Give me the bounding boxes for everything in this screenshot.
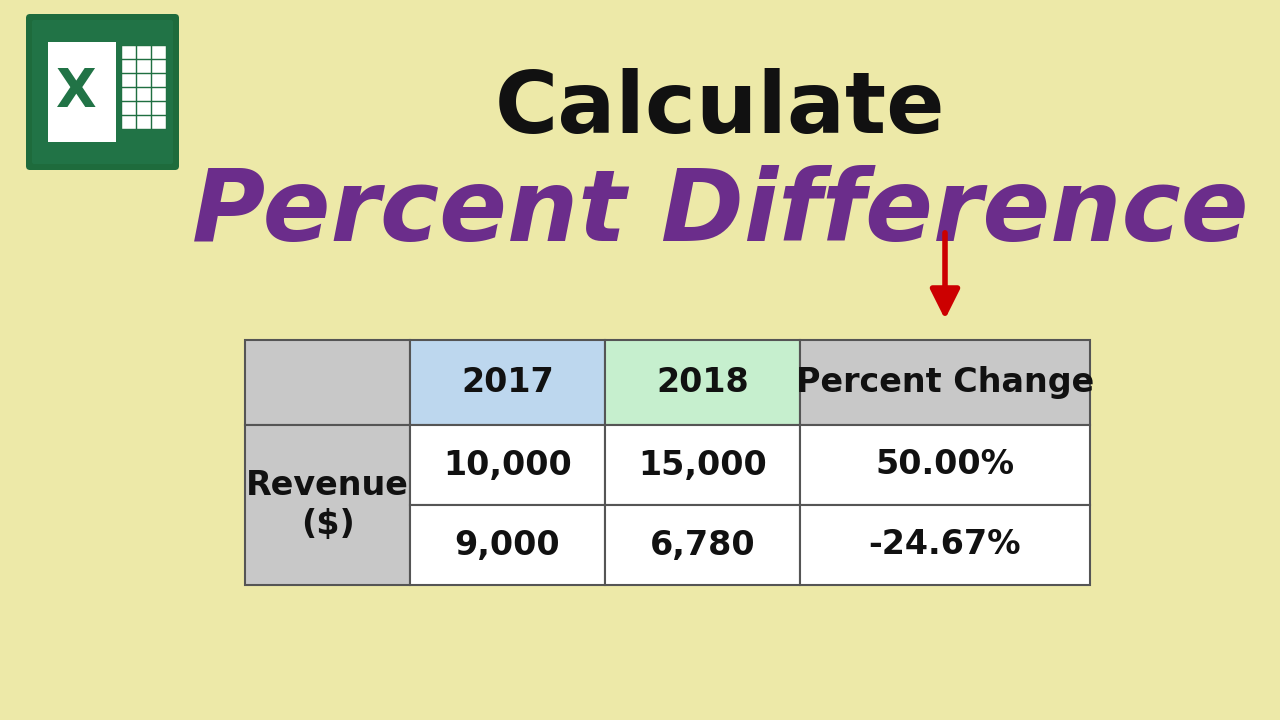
- Bar: [122, 60, 136, 73]
- Bar: [152, 116, 166, 129]
- Bar: [410, 425, 605, 505]
- Bar: [137, 74, 151, 87]
- Bar: [122, 116, 136, 129]
- Text: 2018: 2018: [657, 366, 749, 399]
- Bar: [137, 60, 151, 73]
- Bar: [137, 102, 151, 115]
- Bar: [122, 74, 136, 87]
- FancyBboxPatch shape: [32, 20, 173, 164]
- Text: Calculate: Calculate: [495, 68, 945, 151]
- Bar: [122, 88, 136, 101]
- Text: 6,780: 6,780: [650, 528, 755, 562]
- Bar: [605, 425, 800, 505]
- Bar: [137, 46, 151, 59]
- Bar: [152, 74, 166, 87]
- Bar: [244, 340, 410, 425]
- Bar: [152, 60, 166, 73]
- Text: 15,000: 15,000: [639, 449, 767, 482]
- Bar: [152, 102, 166, 115]
- Bar: [137, 116, 151, 129]
- Bar: [122, 102, 136, 115]
- Text: Revenue
($): Revenue ($): [246, 469, 408, 541]
- Bar: [800, 505, 1091, 585]
- FancyBboxPatch shape: [26, 14, 179, 170]
- Text: Percent Change: Percent Change: [796, 366, 1094, 399]
- Text: 2017: 2017: [461, 366, 554, 399]
- Text: Percent Difference: Percent Difference: [192, 165, 1248, 262]
- Bar: [410, 505, 605, 585]
- Text: -24.67%: -24.67%: [869, 528, 1021, 562]
- Bar: [137, 88, 151, 101]
- Bar: [244, 425, 410, 585]
- Text: 50.00%: 50.00%: [876, 449, 1015, 482]
- Bar: [122, 46, 136, 59]
- Bar: [410, 340, 605, 425]
- Bar: [152, 46, 166, 59]
- Bar: [49, 42, 116, 142]
- Bar: [800, 425, 1091, 505]
- Text: 10,000: 10,000: [443, 449, 572, 482]
- Bar: [152, 88, 166, 101]
- Bar: [800, 340, 1091, 425]
- Text: 9,000: 9,000: [454, 528, 561, 562]
- Text: X: X: [56, 66, 97, 118]
- Bar: [605, 505, 800, 585]
- Bar: [605, 340, 800, 425]
